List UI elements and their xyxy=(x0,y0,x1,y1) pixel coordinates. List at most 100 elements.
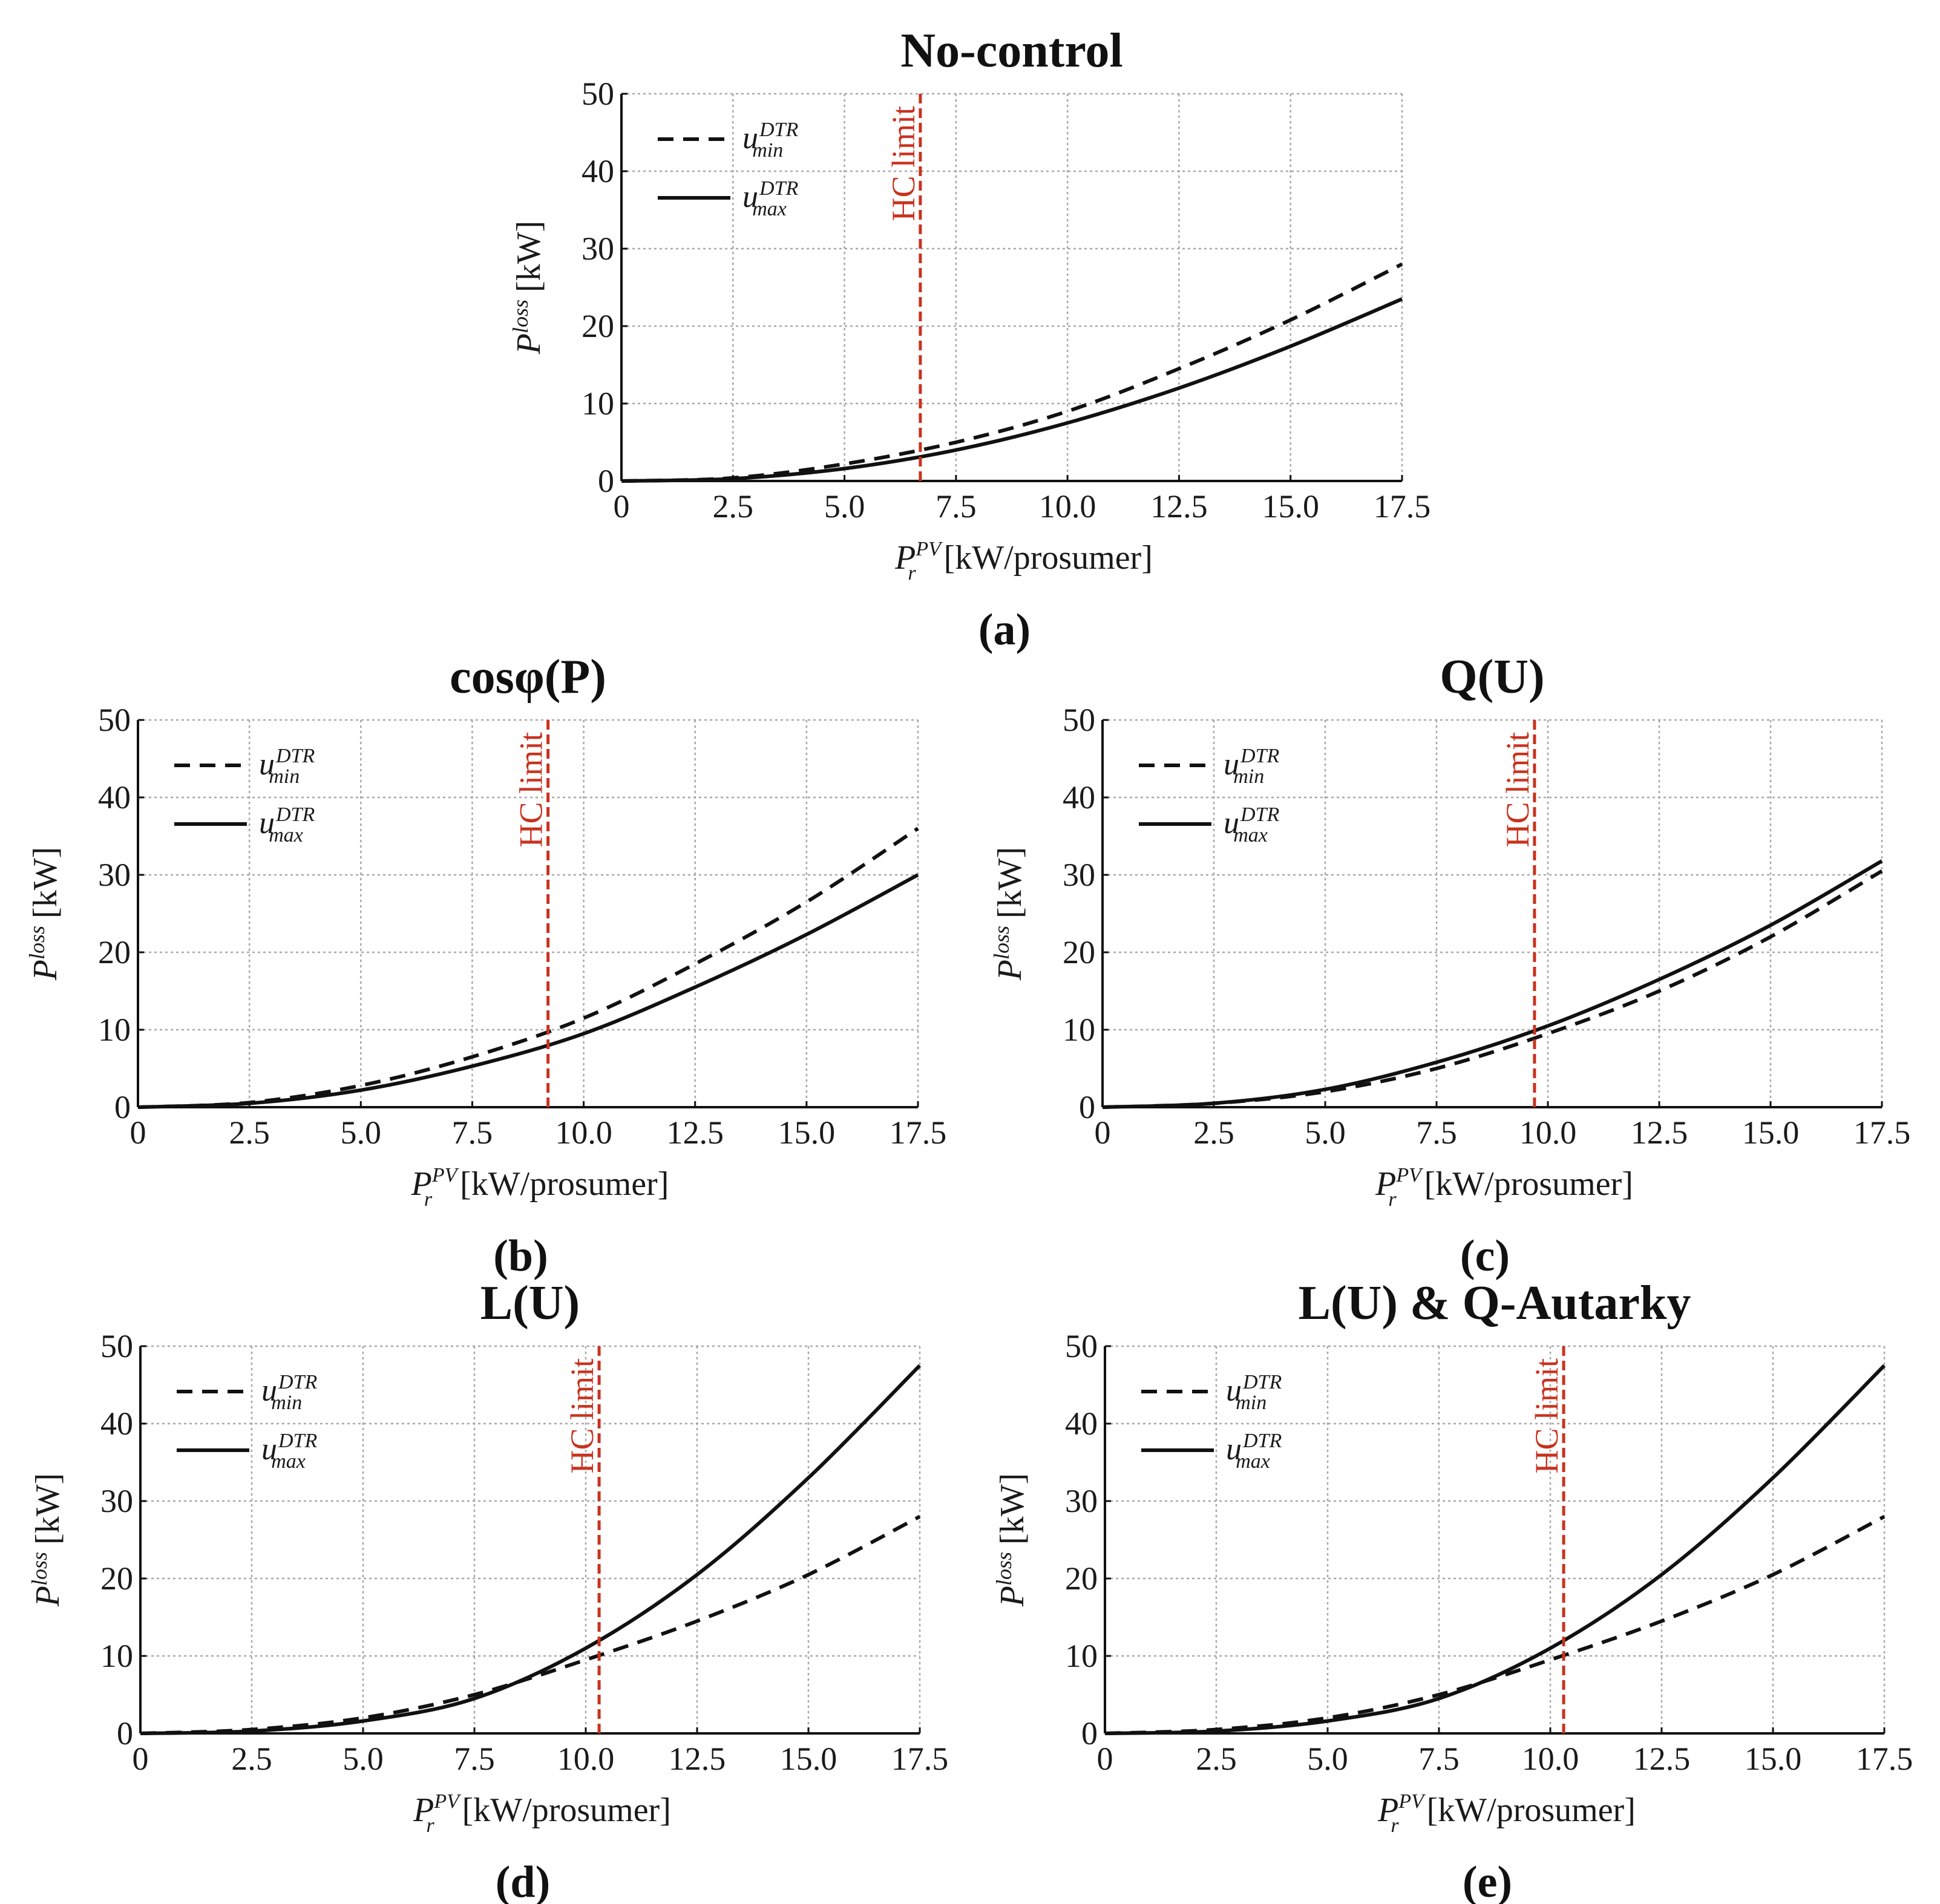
x-tick-label: 5.0 xyxy=(824,488,865,525)
y-tick-label: 10 xyxy=(98,1012,131,1048)
hc-limit-label: HC limit xyxy=(1529,1358,1565,1474)
legend-superscript: DTR xyxy=(759,177,798,200)
legend-subscript: max xyxy=(1236,1450,1270,1473)
y-axis-label-group: Ploss [kW] xyxy=(27,1473,67,1607)
y-axis-label-group: Ploss [kW] xyxy=(992,1473,1031,1607)
legend: uDTR min uDTR max xyxy=(177,1371,317,1473)
panel-caption: (b) xyxy=(493,1231,548,1281)
legend-label: uDTR max xyxy=(1224,803,1279,846)
x-tick-label: 5.0 xyxy=(1307,1741,1348,1777)
legend-symbol: u xyxy=(259,747,275,782)
chart-panel-a: No-control 0 2.5 5.0 7.5 10.0 12.5 15.0 17.5 0 10 2… xyxy=(508,24,1430,655)
x-tick-label: 17.5 xyxy=(1853,1114,1911,1151)
y-tick-label: 0 xyxy=(1081,1715,1098,1752)
x-tick-label: 10.0 xyxy=(1522,1741,1579,1777)
x-tick-label: 12.5 xyxy=(666,1114,724,1151)
x-tick-label: 0 xyxy=(1097,1741,1113,1777)
y-tick-label: 20 xyxy=(582,308,614,344)
y-axis-label: Ploss [kW] xyxy=(25,847,64,981)
legend-subscript: max xyxy=(269,824,303,846)
series-line-u-min xyxy=(621,262,1403,483)
panel-caption: (a) xyxy=(978,605,1031,655)
x-tick-label: 17.5 xyxy=(891,1741,949,1777)
x-tick-label: 15.0 xyxy=(780,1741,837,1777)
x-tick-label: 12.5 xyxy=(1150,488,1208,525)
x-tick-label: 2.5 xyxy=(1196,1741,1237,1777)
x-axis-subscript: r xyxy=(1391,1814,1399,1837)
y-axis-symbol: P xyxy=(991,960,1029,981)
legend-label: uDTR max xyxy=(259,803,315,846)
x-tick-label: 7.5 xyxy=(1416,1114,1457,1151)
y-tick-label: 20 xyxy=(1063,934,1095,970)
y-axis-unit: [kW] xyxy=(994,1473,1031,1545)
hc-limit-label-group: HC limit xyxy=(513,732,549,848)
x-tick-label: 17.5 xyxy=(890,1114,947,1151)
x-tick-label: 2.5 xyxy=(713,488,754,525)
legend-symbol: u xyxy=(1224,747,1239,782)
legend-subscript: max xyxy=(752,198,787,220)
x-tick-label: 5.0 xyxy=(341,1114,382,1151)
x-axis-label: PPV r [kW/prosumer] xyxy=(411,1164,669,1211)
legend-superscript: DTR xyxy=(1240,803,1279,826)
y-axis-label: Ploss [kW] xyxy=(27,1473,67,1607)
series-line-u-max xyxy=(137,873,919,1109)
legend-subscript: max xyxy=(271,1450,306,1473)
legend-label: uDTR min xyxy=(742,119,798,162)
legend-symbol: u xyxy=(261,1373,277,1408)
chart-title: Q(U) xyxy=(1440,650,1544,704)
y-axis-superscript: loss xyxy=(508,299,533,333)
x-tick-label: 0 xyxy=(133,1741,149,1777)
y-axis-label-group: Ploss [kW] xyxy=(989,847,1029,981)
legend-superscript: DTR xyxy=(278,1430,317,1452)
x-axis-unit: [kW/prosumer] xyxy=(460,1165,669,1203)
x-tick-label: 12.5 xyxy=(1631,1114,1688,1151)
panel-caption: (c) xyxy=(1460,1231,1510,1281)
x-axis-unit: [kW/prosumer] xyxy=(944,539,1153,577)
x-tick-label: 10.0 xyxy=(555,1114,612,1151)
x-axis-symbol: P xyxy=(1375,1165,1396,1203)
y-tick-label: 0 xyxy=(1079,1089,1095,1125)
x-axis-symbol: P xyxy=(1377,1791,1398,1829)
x-axis-unit: [kW/prosumer] xyxy=(462,1791,671,1829)
x-tick-label: 0 xyxy=(1095,1114,1111,1151)
y-axis-label: Ploss [kW] xyxy=(508,221,548,355)
legend-subscript: min xyxy=(271,1392,302,1414)
legend-label: uDTR max xyxy=(261,1430,317,1473)
x-tick-label: 0 xyxy=(130,1114,146,1151)
x-tick-label: 15.0 xyxy=(1262,488,1319,525)
x-tick-label: 12.5 xyxy=(669,1741,726,1777)
x-axis-subscript: r xyxy=(1388,1188,1397,1211)
y-tick-label: 20 xyxy=(100,1560,133,1597)
series-line-u-max xyxy=(140,1364,922,1735)
legend-symbol: u xyxy=(742,121,758,155)
y-axis-symbol: P xyxy=(27,960,64,981)
x-tick-label: 17.5 xyxy=(1856,1741,1913,1777)
y-axis-symbol: P xyxy=(29,1586,67,1607)
y-tick-label: 50 xyxy=(1063,702,1095,738)
y-tick-label: 10 xyxy=(1063,1012,1095,1048)
x-tick-label: 15.0 xyxy=(1742,1114,1800,1151)
legend-superscript: DTR xyxy=(1242,1371,1282,1393)
x-axis-superscript: PV xyxy=(433,1790,462,1813)
legend-label: uDTR min xyxy=(1226,1371,1282,1414)
x-tick-label: 10.0 xyxy=(1519,1114,1577,1151)
series-line-u-max xyxy=(621,297,1403,483)
y-axis-label-group: Ploss [kW] xyxy=(25,847,64,981)
chart-title: No-control xyxy=(900,24,1122,77)
legend-superscript: DTR xyxy=(1240,745,1279,767)
y-tick-label: 50 xyxy=(1065,1328,1098,1364)
y-tick-label: 40 xyxy=(1065,1405,1098,1442)
x-axis-symbol: P xyxy=(413,1791,434,1829)
legend-symbol: u xyxy=(259,806,275,840)
series-line-u-min xyxy=(140,1514,921,1735)
legend-symbol: u xyxy=(261,1432,277,1467)
y-axis-superscript: loss xyxy=(989,926,1014,960)
x-axis-symbol: P xyxy=(411,1165,432,1203)
y-tick-label: 40 xyxy=(1063,779,1095,816)
hc-limit-label-group: HC limit xyxy=(885,106,922,221)
hc-limit-label-group: HC limit xyxy=(1529,1358,1565,1474)
x-axis-label: PPV r [kW/prosumer] xyxy=(1375,1164,1633,1211)
x-axis-symbol: P xyxy=(894,539,916,577)
x-tick-label: 12.5 xyxy=(1633,1741,1691,1777)
